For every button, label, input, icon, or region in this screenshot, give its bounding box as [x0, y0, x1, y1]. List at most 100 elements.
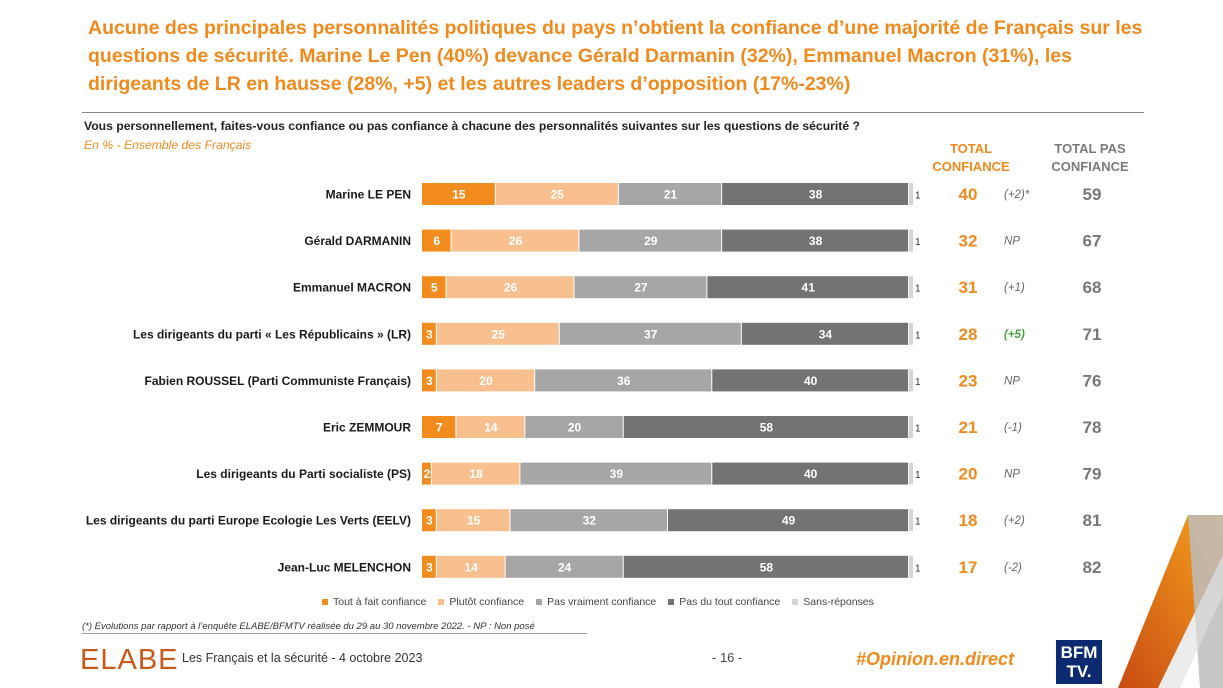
legend-label: Pas du tout confiance [679, 596, 781, 608]
data-label: 5 [431, 281, 438, 295]
seg-pas-vraiment [574, 276, 707, 299]
data-label: 29 [644, 234, 658, 248]
legend-swatch-sans-reponse [792, 599, 799, 605]
total-pas-confiance-value: 82 [1083, 558, 1102, 577]
legend-label: Plutôt confiance [449, 596, 525, 608]
footnote-divider [82, 633, 587, 634]
data-label: 20 [479, 374, 493, 388]
data-label: 27 [634, 281, 648, 295]
seg-pas-vraiment [618, 183, 722, 205]
seg-plutot [436, 509, 510, 532]
data-label: 36 [617, 374, 631, 388]
data-label: 38 [809, 188, 823, 202]
legend-item-pas-vraiment: Pas vraiment confiance [536, 596, 656, 608]
seg-sans-reponse [909, 509, 913, 532]
total-pas-confiance-value: 67 [1083, 232, 1102, 251]
headline: Aucune des principales personnalités pol… [88, 17, 1143, 95]
seg-plutot [446, 276, 574, 299]
seg-pas-du-tout [712, 369, 909, 392]
legend-swatch-tout-a-fait [322, 599, 328, 605]
data-label: 34 [819, 327, 833, 341]
data-label: 24 [558, 560, 572, 574]
data-label: 40 [804, 374, 818, 388]
seg-plutot [436, 322, 559, 345]
survey-question: Vous personnellement, faites-vous confia… [84, 119, 860, 133]
seg-plutot [451, 229, 579, 252]
legend-swatch-plutot [438, 599, 445, 605]
data-label: 1 [915, 563, 921, 574]
seg-sans-reponse [909, 276, 913, 299]
seg-pas-du-tout [722, 183, 909, 205]
data-label: 7 [436, 421, 443, 435]
legend-label: Tout à fait confiance [333, 596, 427, 608]
seg-tout-a-fait [422, 416, 456, 438]
seg-tout-a-fait [422, 462, 431, 485]
category-label: Les dirigeants du parti « Les Républicai… [133, 327, 411, 341]
seg-sans-reponse [909, 183, 913, 205]
seg-sans-reponse [909, 369, 913, 392]
seg-pas-vraiment [579, 229, 722, 252]
category-label: Gérald DARMANIN [304, 234, 411, 248]
hashtag: #Opinion.en.direct [856, 649, 1015, 669]
category-label: Eric ZEMMOUR [323, 421, 411, 435]
legend-label: Pas vraiment confiance [547, 596, 657, 608]
data-label: 58 [760, 560, 774, 574]
data-label: 14 [484, 421, 498, 435]
bfmtv-logo: BFM TV. [1056, 640, 1102, 684]
data-label: 25 [551, 188, 565, 202]
evolution-value: (-1) [1004, 422, 1022, 434]
seg-pas-du-tout [712, 462, 909, 485]
category-label: Marine LE PEN [326, 188, 411, 202]
seg-sans-reponse [909, 555, 913, 578]
legend-item-pas-du-tout: Pas du tout confiance [668, 596, 780, 608]
seg-pas-vraiment [559, 322, 741, 345]
evolution-value: NP [1004, 469, 1020, 481]
seg-tout-a-fait [422, 555, 436, 578]
seg-tout-a-fait [422, 229, 451, 252]
data-label: 14 [465, 560, 479, 574]
total-confiance-value: 40 [959, 185, 978, 204]
seg-sans-reponse [909, 416, 913, 438]
data-label: 1 [915, 424, 921, 435]
seg-pas-vraiment [505, 555, 623, 578]
legend-item-tout-a-fait: Tout à fait confiance [322, 596, 426, 608]
data-label: 26 [504, 281, 518, 295]
elabe-logo: ELABE [80, 644, 179, 676]
seg-tout-a-fait [422, 322, 436, 345]
total-confiance-header: TOTAL CONFIANCE [932, 141, 1010, 174]
seg-pas-du-tout [623, 416, 909, 438]
total-pas-confiance-value: 76 [1083, 371, 1102, 390]
data-label: 38 [809, 234, 823, 248]
data-label: 1 [915, 237, 921, 248]
data-label: 1 [915, 470, 921, 481]
total-pas-confiance-value: 79 [1083, 465, 1102, 484]
total-confiance-value: 20 [959, 465, 978, 484]
bfmtv-logo-line2: TV. [1066, 662, 1092, 681]
total-confiance-value: 21 [959, 418, 978, 437]
evolution-value: NP [1004, 236, 1020, 248]
data-label: 3 [426, 514, 433, 528]
data-label: 3 [426, 327, 433, 341]
total-confiance-value: 28 [959, 325, 978, 344]
legend-swatch-pas-du-tout [668, 599, 675, 605]
data-label: 26 [509, 234, 523, 248]
seg-sans-reponse [909, 462, 913, 485]
study-title: Les Français et la sécurité - 4 octobre … [182, 651, 423, 665]
seg-pas-vraiment [520, 462, 712, 485]
total-confiance-value: 32 [959, 232, 978, 251]
category-label: Les dirigeants du parti Europe Ecologie … [86, 514, 411, 528]
evolution-value: (+2) [1004, 515, 1025, 527]
evolution-value: (+5) [1004, 329, 1025, 341]
chart-legend: Tout à fait confiance Plutôt confiance P… [322, 596, 874, 608]
legend-item-plutot: Plutôt confiance [438, 596, 524, 608]
footnote: (*) Evolutions par rapport à l’enquête E… [82, 621, 535, 632]
total-confiance-value: 23 [959, 371, 978, 390]
seg-pas-vraiment [510, 509, 667, 532]
total-confiance-value: 31 [959, 278, 978, 297]
data-label: 1 [915, 517, 921, 528]
seg-plutot [436, 555, 505, 578]
data-label: 15 [452, 188, 466, 202]
data-label: 41 [802, 281, 816, 295]
seg-pas-du-tout [668, 509, 909, 532]
